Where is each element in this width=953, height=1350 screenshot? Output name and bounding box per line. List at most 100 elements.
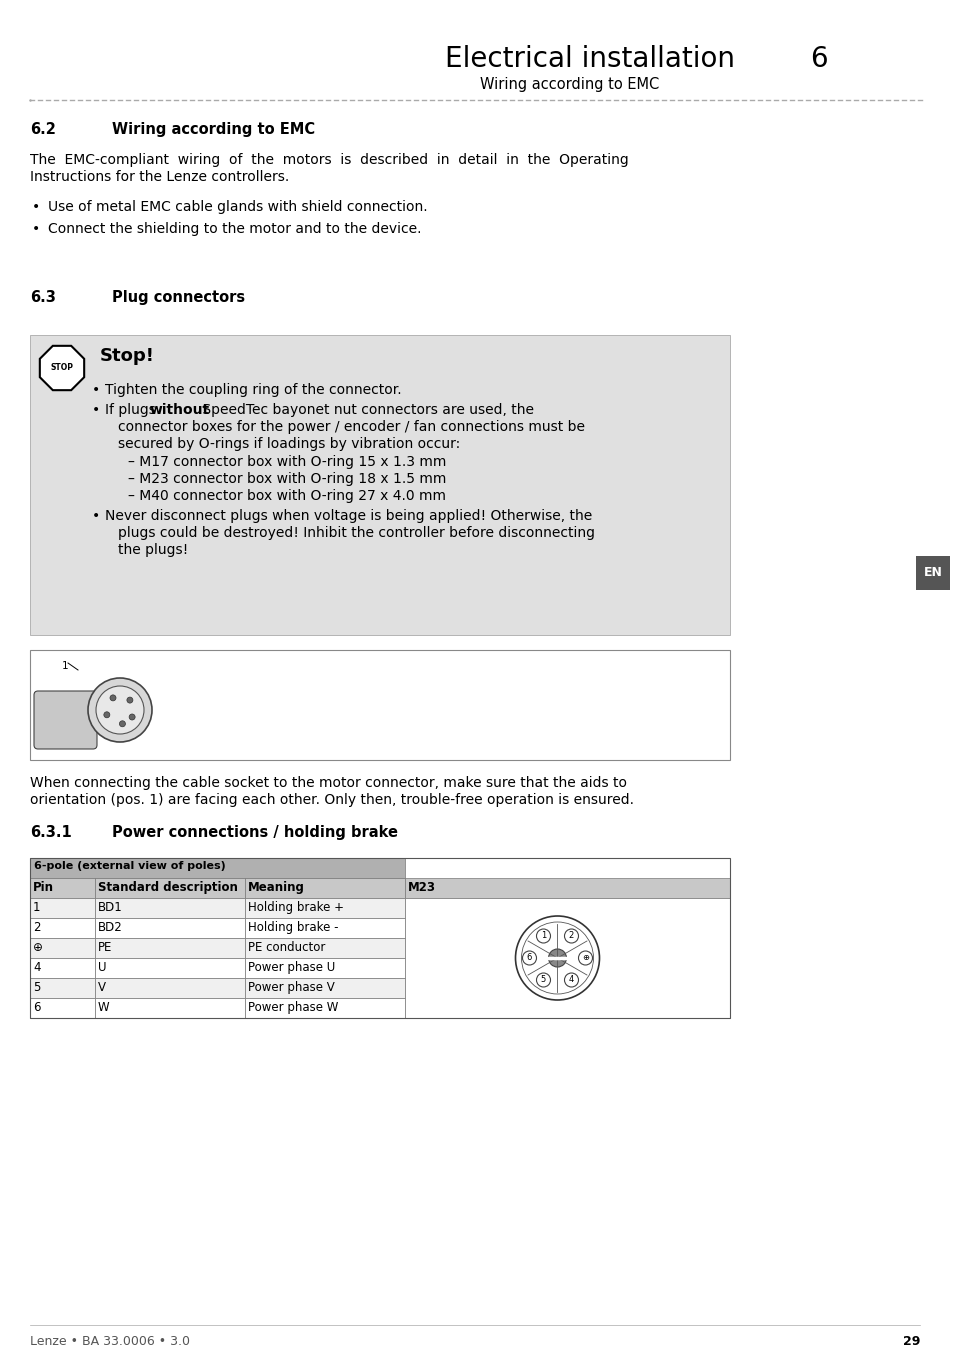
Bar (245, 938, 405, 958)
Text: 6-pole (external view of poles): 6-pole (external view of poles) (34, 861, 226, 871)
Text: Electrical installation: Electrical installation (444, 45, 734, 73)
Text: Power phase U: Power phase U (248, 961, 335, 973)
Text: BD2: BD2 (98, 921, 123, 934)
Text: The  EMC-compliant  wiring  of  the  motors  is  described  in  detail  in  the : The EMC-compliant wiring of the motors i… (30, 153, 628, 167)
Text: Holding brake +: Holding brake + (248, 900, 344, 914)
Bar (30, 938, 95, 958)
Bar (95, 938, 245, 958)
Bar (245, 898, 405, 918)
Circle shape (104, 711, 110, 718)
Text: 1: 1 (62, 662, 69, 671)
Bar (95, 878, 245, 898)
Text: – M23 connector box with O-ring 18 x 1.5 mm: – M23 connector box with O-ring 18 x 1.5… (128, 472, 446, 486)
Circle shape (522, 950, 536, 965)
Text: PE conductor: PE conductor (248, 941, 325, 954)
Text: PE: PE (98, 941, 112, 954)
Text: 6.2: 6.2 (30, 122, 56, 136)
Text: Use of metal EMC cable glands with shield connection.: Use of metal EMC cable glands with shiel… (48, 200, 427, 215)
Bar (95, 958, 245, 977)
Text: ⊕: ⊕ (33, 941, 43, 954)
Bar (245, 977, 405, 998)
Circle shape (564, 929, 578, 944)
Text: 1: 1 (540, 931, 545, 941)
Bar (95, 898, 245, 918)
Bar (30, 898, 95, 918)
Bar (405, 898, 729, 1018)
Text: Wiring according to EMC: Wiring according to EMC (480, 77, 659, 92)
Bar (30, 918, 95, 938)
Text: orientation (pos. 1) are facing each other. Only then, trouble-free operation is: orientation (pos. 1) are facing each oth… (30, 792, 634, 807)
Text: Wiring according to EMC: Wiring according to EMC (112, 122, 314, 136)
Text: EN: EN (923, 567, 942, 579)
Text: BD1: BD1 (98, 900, 123, 914)
Bar (245, 878, 405, 898)
Text: Instructions for the Lenze controllers.: Instructions for the Lenze controllers. (30, 170, 289, 184)
Text: plugs could be destroyed! Inhibit the controller before disconnecting: plugs could be destroyed! Inhibit the co… (118, 526, 595, 540)
Text: •: • (32, 200, 40, 215)
Bar (405, 878, 729, 898)
Bar (95, 918, 245, 938)
Bar (30, 998, 95, 1018)
Text: 1: 1 (33, 900, 40, 914)
Bar (95, 998, 245, 1018)
Text: 29: 29 (902, 1335, 919, 1349)
Text: •: • (32, 221, 40, 236)
Circle shape (96, 686, 144, 734)
Text: •: • (91, 509, 100, 522)
Text: U: U (98, 961, 107, 973)
Circle shape (536, 973, 550, 987)
Circle shape (88, 678, 152, 743)
Circle shape (548, 949, 566, 967)
Text: – M40 connector box with O-ring 27 x 4.0 mm: – M40 connector box with O-ring 27 x 4.0… (128, 489, 446, 504)
Text: Tighten the coupling ring of the connector.: Tighten the coupling ring of the connect… (105, 383, 401, 397)
Circle shape (578, 950, 592, 965)
Bar (30, 335, 729, 634)
Text: Power phase W: Power phase W (248, 1000, 338, 1014)
Text: V: V (98, 981, 106, 994)
Text: M23: M23 (408, 882, 436, 894)
Bar (30, 958, 95, 977)
Text: – M17 connector box with O-ring 15 x 1.3 mm: – M17 connector box with O-ring 15 x 1.3… (128, 455, 446, 468)
Text: 6.3: 6.3 (30, 290, 56, 305)
Text: connector boxes for the power / encoder / fan connections must be: connector boxes for the power / encoder … (118, 420, 584, 433)
Text: 4: 4 (568, 976, 574, 984)
Text: 2: 2 (33, 921, 40, 934)
Text: Never disconnect plugs when voltage is being applied! Otherwise, the: Never disconnect plugs when voltage is b… (105, 509, 592, 522)
Text: Lenze • BA 33.0006 • 3.0: Lenze • BA 33.0006 • 3.0 (30, 1335, 190, 1349)
Circle shape (515, 917, 598, 1000)
Bar (245, 998, 405, 1018)
Text: ⊕: ⊕ (581, 953, 588, 963)
Text: Power phase V: Power phase V (248, 981, 335, 994)
Bar (95, 977, 245, 998)
Text: 6: 6 (33, 1000, 40, 1014)
Text: 6: 6 (526, 953, 532, 963)
Circle shape (536, 929, 550, 944)
Bar (30, 878, 95, 898)
Text: Plug connectors: Plug connectors (112, 290, 245, 305)
Text: 2: 2 (568, 931, 574, 941)
Bar (30, 859, 405, 878)
Bar (245, 918, 405, 938)
Polygon shape (40, 346, 84, 390)
Text: 5: 5 (33, 981, 40, 994)
Text: SpeedTec bayonet nut connectors are used, the: SpeedTec bayonet nut connectors are used… (198, 404, 534, 417)
Text: 6.3.1: 6.3.1 (30, 825, 71, 840)
Text: Power connections / holding brake: Power connections / holding brake (112, 825, 397, 840)
Bar (245, 958, 405, 977)
Text: W: W (98, 1000, 110, 1014)
Bar (30, 859, 729, 1018)
Text: 4: 4 (33, 961, 40, 973)
Circle shape (119, 721, 125, 726)
Text: Meaning: Meaning (248, 882, 305, 894)
Text: When connecting the cable socket to the motor connector, make sure that the aids: When connecting the cable socket to the … (30, 776, 626, 790)
FancyBboxPatch shape (34, 691, 97, 749)
Text: the plugs!: the plugs! (118, 543, 188, 558)
Circle shape (127, 697, 132, 703)
Text: Pin: Pin (33, 882, 54, 894)
Text: Holding brake -: Holding brake - (248, 921, 338, 934)
Text: secured by O-rings if loadings by vibration occur:: secured by O-rings if loadings by vibrat… (118, 437, 459, 451)
Bar (915, 556, 949, 590)
Text: Stop!: Stop! (100, 347, 154, 364)
Text: •: • (91, 404, 100, 417)
Text: Connect the shielding to the motor and to the device.: Connect the shielding to the motor and t… (48, 221, 421, 236)
